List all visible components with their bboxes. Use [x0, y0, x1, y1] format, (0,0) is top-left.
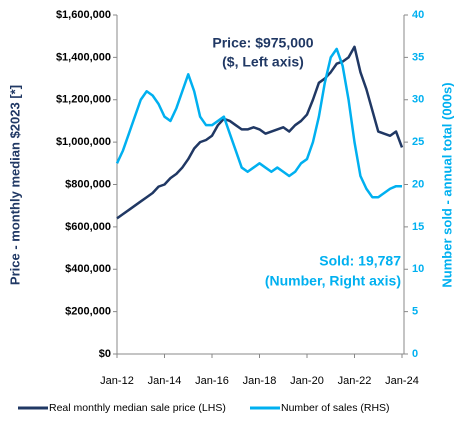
x-tick-label: Jan-24: [385, 375, 419, 387]
legend-label: Number of sales (RHS): [281, 402, 390, 414]
series-line: [116, 45, 404, 220]
x-tick-label: Jan-20: [290, 375, 324, 387]
y2-tick-label: 15: [412, 221, 424, 233]
annotation: ($, Left axis): [222, 54, 304, 70]
series-line: [115, 47, 403, 199]
y-tick-label: $1,600,000: [56, 9, 111, 21]
y-tick-label: $800,000: [65, 178, 111, 190]
y2-tick-label: 20: [412, 178, 424, 190]
annotation: Price: $975,000: [212, 35, 313, 51]
y2-tick-label: 5: [412, 306, 418, 318]
y-tick-label: $600,000: [65, 221, 111, 233]
y-tick-label: $0: [99, 348, 111, 360]
x-tick-label: Jan-14: [148, 375, 182, 387]
y-tick-label: $1,200,000: [56, 94, 111, 106]
y2-tick-label: 0: [412, 348, 418, 360]
y-tick-label: $1,400,000: [56, 51, 111, 63]
x-tick-label: Jan-22: [338, 375, 372, 387]
y2-tick-label: 40: [412, 9, 424, 21]
y-tick-label: $1,000,000: [56, 136, 111, 148]
y2-tick-label: 30: [412, 94, 424, 106]
y-tick-label: $200,000: [65, 306, 111, 318]
y-axis-title: Price - monthly median $2023 [*]: [7, 85, 22, 285]
y-tick-label: $400,000: [65, 263, 111, 275]
y2-axis-title: Number sold - annual total (000s): [439, 82, 454, 287]
x-tick-label: Jan-12: [100, 375, 134, 387]
legend-label: Real monthly median sale price (LHS): [49, 402, 226, 414]
x-tick-label: Jan-16: [195, 375, 229, 387]
x-tick-label: Jan-18: [243, 375, 277, 387]
annotation: Sold: 19,787: [319, 253, 401, 269]
annotation: (Number, Right axis): [265, 273, 401, 289]
y2-tick-label: 10: [412, 263, 424, 275]
y2-tick-label: 35: [412, 51, 424, 63]
y2-tick-label: 25: [412, 136, 424, 148]
